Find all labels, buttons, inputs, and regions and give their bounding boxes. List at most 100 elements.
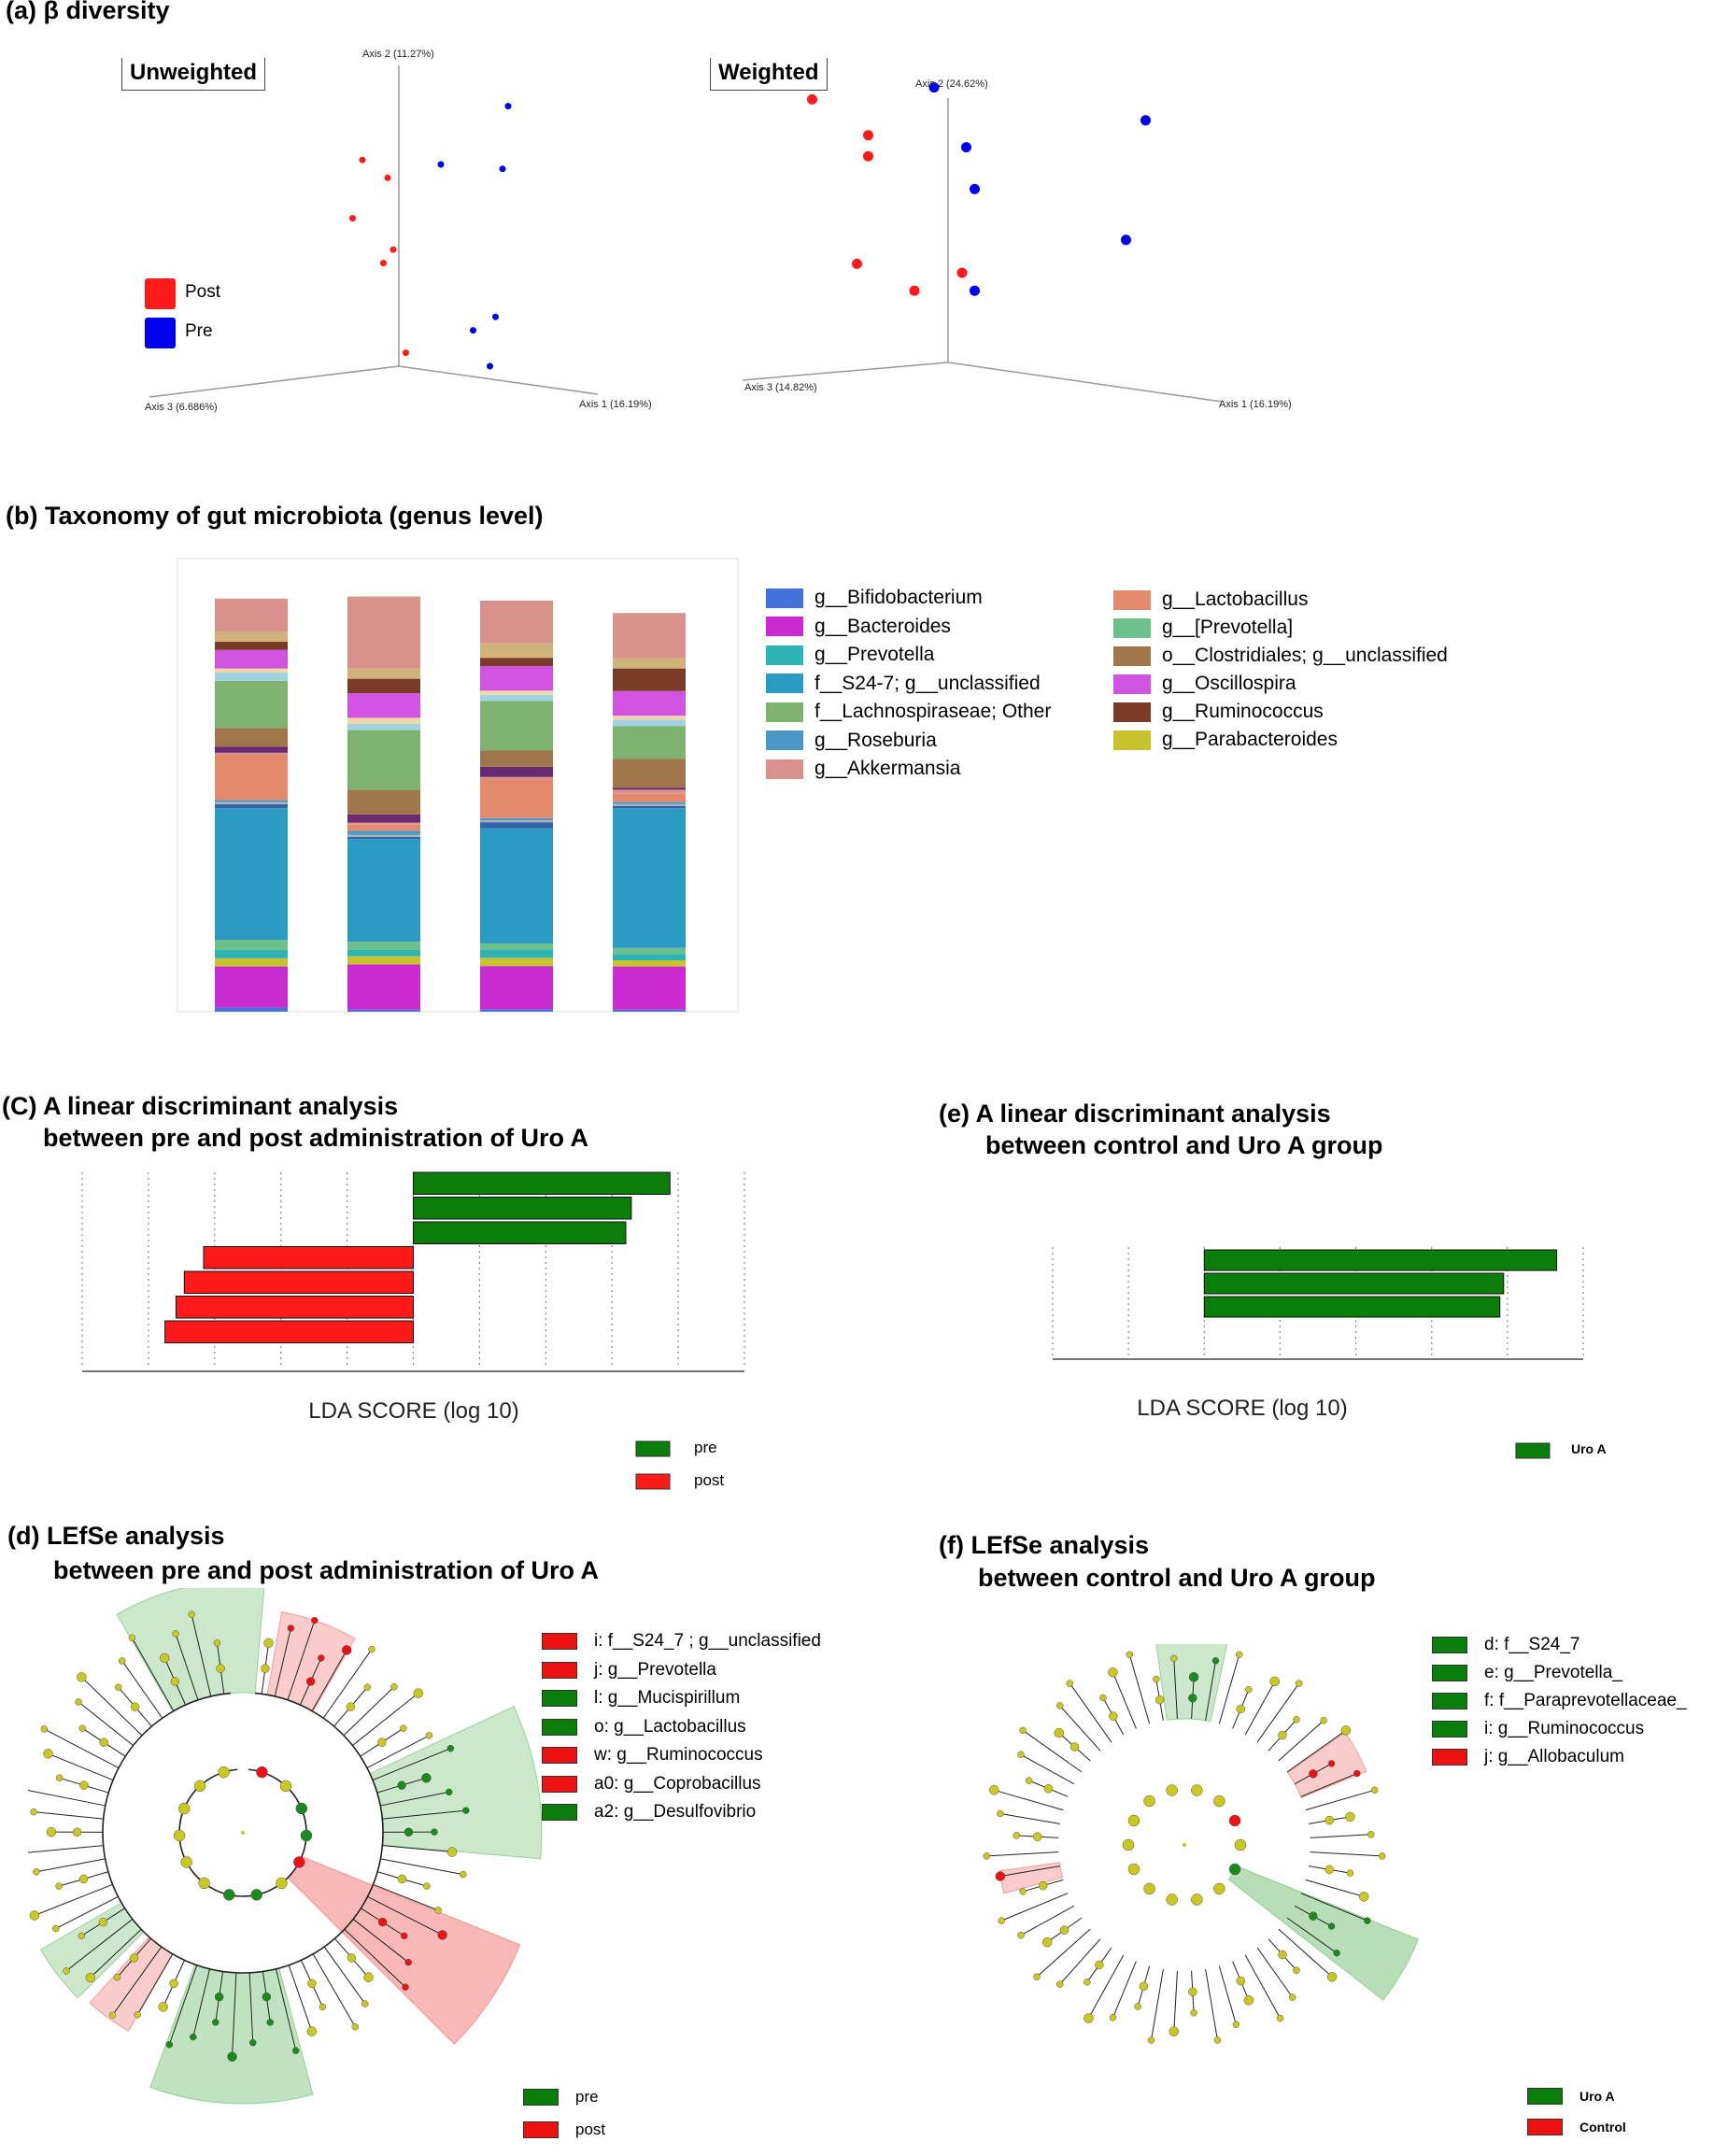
clad-f-branch-23 — [1244, 1954, 1281, 2019]
tax-legend-item: f__Lachnospiraseae; Other — [766, 701, 1051, 723]
tax-bar-1-seg-7 — [347, 834, 420, 837]
lefse-legend-label: o: g__Lactobacillus — [594, 1716, 746, 1737]
tax-bar-2-seg-0 — [480, 1009, 553, 1012]
tax-bar-0-seg-16 — [215, 649, 288, 669]
clad-d-branch-53 — [44, 1728, 120, 1768]
clad-f-inner-node-42 — [1032, 1832, 1042, 1841]
clad-d-node-43 — [51, 1924, 60, 1933]
clad-d-inner-node-36 — [169, 1979, 178, 1989]
clad-d-node-56 — [77, 1672, 87, 1682]
clad-d-branch-55 — [78, 1701, 134, 1746]
clad-d-branch-50 — [28, 1790, 106, 1807]
clad-f-inner-node-6 — [1278, 1730, 1287, 1740]
clad-f-node-22 — [1288, 1993, 1296, 2001]
pcoa-weighted-axis3 — [742, 362, 949, 381]
lefse-legend-label: a0: g__Coprobacillus — [594, 1773, 761, 1794]
lefse-legend-swatch — [542, 1775, 577, 1793]
panel-c-title-line1: (C) A linear discriminant analysis — [2, 1092, 399, 1120]
lefse-legend-item: f: f__Paraprevotellaceae_ — [1432, 1691, 1687, 1711]
taxonomy-chart — [177, 558, 739, 1013]
tax-bar-2-seg-14 — [480, 694, 553, 702]
lefse-group-swatch — [1527, 2088, 1563, 2105]
clad-d-node-37 — [134, 2010, 141, 2019]
weighted-axis1-label: Axis 1 (16.19%) — [1219, 399, 1292, 410]
lefse-group-swatch — [1527, 2119, 1563, 2135]
pcoa-point-pcoa_weighted-pre-2 — [970, 183, 980, 194]
clad-d-node-63 — [213, 1639, 221, 1647]
lefse-legend-label: e: g__Prevotella_ — [1484, 1663, 1622, 1682]
clad-f-ring-node-11 — [1127, 1814, 1140, 1827]
panel-d-title-line2: between pre and post administration of U… — [53, 1556, 600, 1584]
tax-legend-label: g__Ruminococcus — [1162, 701, 1324, 722]
pcoa-point-pcoa_weighted-pre-4 — [1121, 234, 1131, 246]
tax-bar-3-seg-10 — [613, 789, 686, 794]
clad-d-inner-node-48 — [72, 1827, 82, 1837]
clad-f-branch-28 — [1173, 1970, 1178, 2032]
clad-f-node-25 — [1232, 2021, 1240, 2028]
tax-legend-label: f__Lachnospiraseae; Other — [815, 701, 1052, 722]
lda-e-bar-0 — [1203, 1249, 1558, 1271]
tax-bar-3-seg-3 — [613, 954, 686, 960]
pcoa-point-pcoa_unweighted-pre-2 — [499, 165, 506, 173]
tax-bar-1-seg-14 — [347, 724, 420, 730]
clad-f-node-10 — [1353, 1769, 1361, 1778]
clad-d-ring-node-5 — [276, 1877, 288, 1890]
tax-bar-0-seg-10 — [215, 752, 288, 755]
lefse-group-legend-item: Uro A — [1527, 2088, 1615, 2105]
tax-bar-3-seg-0 — [613, 1009, 686, 1012]
clad-d-inner-node-27 — [307, 1979, 317, 1989]
lda-e-xlabel: LDA SCORE (log 10) — [1137, 1396, 1347, 1421]
clad-d-inner-node-63 — [216, 1664, 225, 1673]
clad-f-branch-37 — [1020, 1905, 1075, 1936]
tax-bar-0-seg-11 — [215, 746, 288, 753]
clad-f-node-1 — [1211, 1657, 1220, 1665]
tax-legend-swatch — [1113, 674, 1151, 694]
lefse-group-label: pre — [575, 2088, 599, 2106]
tax-bar-1-seg-8 — [347, 830, 420, 835]
clad-d-ring-node-2 — [295, 1802, 308, 1815]
tax-bar-2-seg-6 — [480, 822, 553, 829]
tax-bar-0-seg-15 — [215, 668, 288, 673]
clad-d-branch-8 — [352, 1693, 419, 1746]
lefse-legend-swatch — [542, 1718, 577, 1736]
clad-f-branch-16 — [1305, 1879, 1365, 1897]
pcoa-unweighted-axis1 — [398, 365, 599, 395]
clad-d-node-15 — [431, 1828, 438, 1836]
clad-f-node-21 — [1293, 1966, 1300, 1974]
panel-e-title-line2: between control and Uro A group — [985, 1131, 1383, 1159]
lefse-legend-swatch — [1432, 1749, 1467, 1766]
tax-bar-3-seg-16 — [613, 690, 686, 716]
clad-f-inner-node-3 — [1236, 1704, 1246, 1714]
clad-f-branch-25 — [1218, 1965, 1237, 2025]
clad-f-ring-node-0 — [1191, 1784, 1203, 1796]
legend-pre-label: Pre — [185, 321, 213, 341]
pcoa-point-pcoa_weighted-post-1 — [863, 130, 873, 141]
tax-legend-item: g__[Prevotella] — [1113, 617, 1293, 639]
tax-legend-label: g__Prevotella — [815, 644, 935, 665]
tax-legend-item: g__Ruminococcus — [1113, 701, 1324, 723]
clad-f-branch-20 — [1278, 1928, 1333, 1978]
clad-f-branch-40 — [999, 1865, 1060, 1877]
clad-d-inner-node-3 — [305, 1677, 316, 1686]
clad-f-node-51 — [1099, 1694, 1107, 1702]
lefse-legend-swatch — [542, 1804, 577, 1821]
clad-f-inner-node-12 — [1324, 1815, 1335, 1825]
tax-legend-item: g__Roseburia — [766, 730, 937, 752]
tax-legend-label: g__Parabacteroides — [1162, 729, 1338, 750]
clad-d-node-35 — [165, 2040, 174, 2049]
tax-bar-1-seg-9 — [347, 824, 420, 831]
clad-f-node-14 — [1378, 1852, 1386, 1860]
tax-legend-label: g__Roseburia — [815, 729, 937, 751]
clad-d-node-54 — [78, 1724, 86, 1732]
clad-d-branch-7 — [343, 1686, 395, 1737]
tax-bar-1-seg-16 — [347, 693, 420, 718]
clad-f-branch-2 — [1218, 1654, 1240, 1724]
tax-bar-2-seg-19 — [480, 601, 553, 644]
clad-d-ring-node-11 — [177, 1802, 191, 1815]
clad-d-branch-32 — [232, 1972, 237, 2057]
clad-d-node-40 — [85, 1972, 96, 1983]
clad-f-branch-7 — [1278, 1720, 1324, 1762]
unweighted-axis2-label: Axis 2 (11.27%) — [362, 49, 434, 60]
clad-d-node-25 — [361, 2000, 369, 2007]
lefse-group-label: Uro A — [1579, 2089, 1615, 2104]
